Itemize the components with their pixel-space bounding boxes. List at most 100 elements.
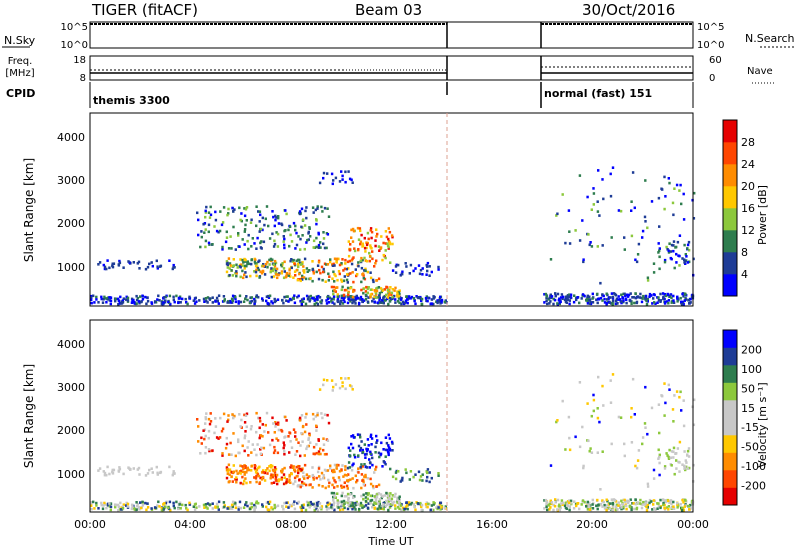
scatter-cell bbox=[130, 507, 134, 511]
scatter-cell bbox=[240, 263, 243, 266]
scatter-cell bbox=[617, 504, 620, 507]
scatter-cell bbox=[605, 498, 608, 502]
scatter-cell bbox=[351, 446, 355, 450]
scatter-cell bbox=[401, 479, 404, 482]
scatter-cell bbox=[662, 295, 665, 299]
scatter-cell bbox=[232, 258, 235, 261]
scatter-cell bbox=[360, 280, 363, 284]
scatter-cell bbox=[214, 210, 217, 214]
scatter-cell bbox=[103, 473, 107, 477]
scatter-cell bbox=[263, 430, 266, 433]
scatter-cell bbox=[275, 473, 279, 477]
scatter-cell bbox=[271, 475, 274, 479]
scatter-cell bbox=[676, 295, 679, 299]
scatter-cell bbox=[317, 294, 320, 298]
scatter-cell bbox=[340, 262, 343, 265]
velocity-colorbar-label: Velocity [m s⁻¹] bbox=[756, 382, 769, 467]
scatter-cell bbox=[239, 425, 242, 428]
scatter-cell bbox=[682, 295, 685, 298]
scatter-cell bbox=[204, 422, 207, 425]
scatter-cell bbox=[369, 288, 372, 291]
scatter-cell bbox=[168, 500, 172, 504]
scatter-cell bbox=[273, 474, 277, 477]
scatter-cell bbox=[620, 301, 623, 305]
scatter-cell bbox=[228, 473, 231, 476]
scatter-cell bbox=[338, 478, 341, 482]
scatter-cell bbox=[420, 299, 423, 303]
scatter-cell bbox=[255, 295, 258, 299]
scatter-cell bbox=[430, 476, 433, 480]
scatter-cell bbox=[689, 297, 692, 301]
scatter-cell bbox=[382, 448, 385, 451]
scatter-cell bbox=[295, 231, 298, 235]
scatter-cell bbox=[558, 298, 561, 302]
scatter-cell bbox=[203, 231, 206, 234]
scatter-cell bbox=[626, 293, 629, 297]
scatter-cell bbox=[642, 500, 645, 504]
scatter-cell bbox=[287, 435, 290, 438]
scatter-cell bbox=[303, 477, 306, 480]
scatter-cell bbox=[276, 276, 279, 280]
scatter-cell bbox=[90, 502, 93, 506]
scatter-cell bbox=[554, 500, 557, 504]
scatter-cell bbox=[687, 298, 690, 302]
scatter-cell bbox=[100, 503, 103, 507]
scatter-cell bbox=[393, 500, 396, 504]
scatter-cell bbox=[596, 301, 599, 305]
scatter-cell bbox=[365, 466, 369, 469]
scatter-cell bbox=[247, 233, 250, 237]
scatter-cell bbox=[247, 247, 250, 251]
scatter-cell bbox=[389, 286, 392, 289]
scatter-cell bbox=[285, 295, 288, 298]
scatter-cell bbox=[122, 297, 125, 300]
scatter-cell bbox=[238, 500, 242, 504]
scatter-cell bbox=[247, 440, 250, 443]
scatter-cell bbox=[268, 469, 271, 473]
scatter-cell bbox=[215, 296, 219, 300]
scatter-cell bbox=[379, 247, 382, 250]
scatter-cell bbox=[287, 480, 290, 484]
nsky-label: N.Sky bbox=[4, 34, 36, 47]
scatter-cell bbox=[684, 253, 687, 256]
scatter-cell bbox=[211, 502, 214, 505]
scatter-cell bbox=[204, 228, 207, 231]
scatter-cell bbox=[217, 508, 220, 511]
scatter-cell bbox=[421, 267, 424, 270]
scatter-cell bbox=[378, 296, 381, 300]
scatter-cell bbox=[340, 280, 344, 283]
scatter-cell bbox=[630, 441, 634, 444]
scatter-cell bbox=[341, 174, 344, 178]
scatter-cell bbox=[565, 507, 568, 510]
scatter-cell bbox=[341, 491, 344, 495]
scatter-cell bbox=[368, 466, 371, 469]
scatter-cell bbox=[602, 404, 605, 407]
scatter-cell bbox=[231, 274, 234, 277]
scatter-cell bbox=[556, 212, 559, 216]
scatter-cell bbox=[266, 472, 269, 475]
scatter-cell bbox=[322, 231, 325, 234]
scatter-cell bbox=[229, 301, 232, 304]
scatter-cell bbox=[332, 270, 335, 274]
scatter-cell bbox=[253, 466, 257, 470]
scatter-cell bbox=[315, 501, 319, 505]
scatter-cell bbox=[283, 476, 286, 479]
scatter-cell bbox=[543, 301, 546, 304]
scatter-cell bbox=[167, 300, 170, 304]
scatter-cell bbox=[285, 501, 288, 505]
scatter-cell bbox=[409, 470, 413, 473]
scatter-cell bbox=[288, 475, 291, 478]
scatter-cell bbox=[615, 302, 618, 305]
scatter-cell bbox=[341, 258, 344, 261]
scatter-cell bbox=[615, 503, 619, 507]
scatter-cell bbox=[364, 293, 368, 297]
scatter-cell bbox=[237, 232, 240, 235]
scatter-cell bbox=[672, 505, 675, 508]
scatter-cell bbox=[323, 413, 327, 416]
scatter-cell bbox=[340, 484, 343, 488]
scatter-cell bbox=[102, 263, 105, 267]
scatter-cell bbox=[103, 501, 106, 505]
scatter-cell bbox=[683, 498, 687, 502]
scatter-cell bbox=[90, 507, 93, 511]
scatter-cell bbox=[343, 495, 347, 498]
scatter-cell bbox=[407, 503, 410, 506]
